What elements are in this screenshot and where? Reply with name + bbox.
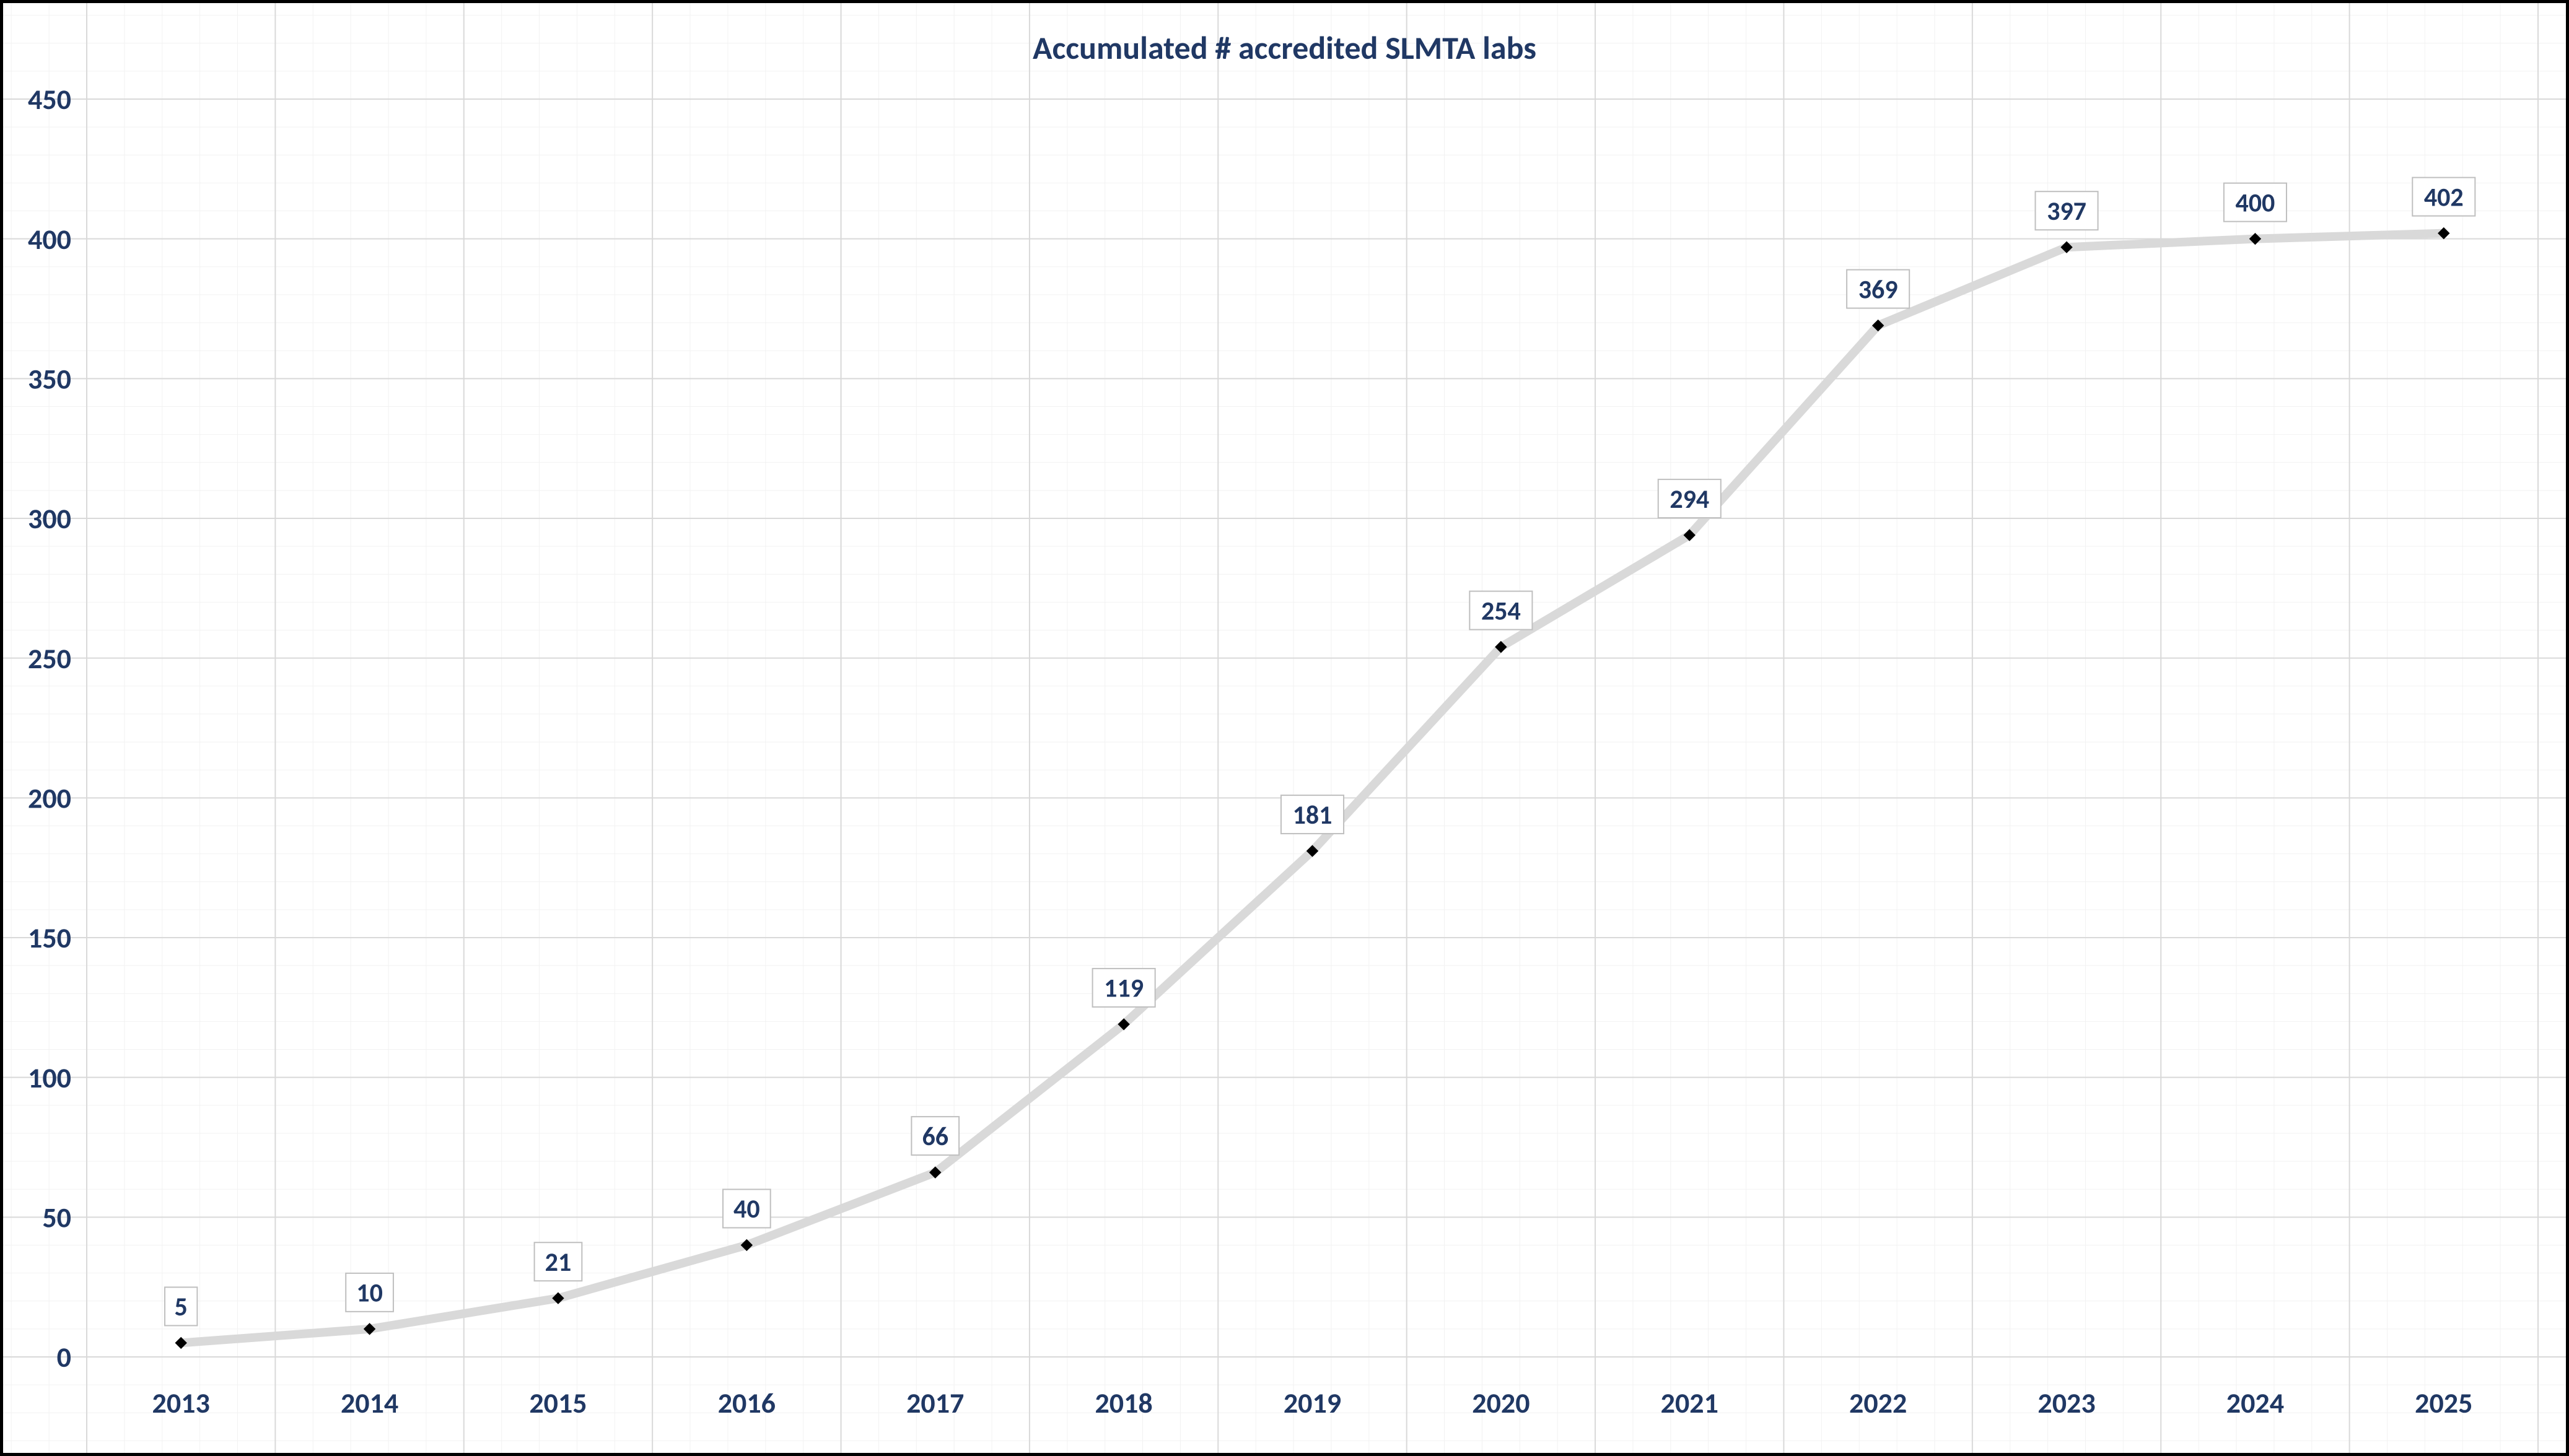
x-tick-label: 2025 (2415, 1386, 2472, 1421)
data-label: 10 (356, 1278, 383, 1309)
x-tick-label: 2022 (1849, 1386, 1907, 1421)
y-tick-label: 250 (28, 642, 71, 676)
chart-svg: Accumulated # accredited SLMTA labs 0 50 10… (0, 0, 2569, 1456)
data-label: 66 (922, 1121, 948, 1153)
x-tick-label: 2015 (529, 1386, 587, 1421)
x-tick-label: 2013 (152, 1386, 210, 1421)
data-label: 294 (1670, 484, 1709, 515)
y-tick-label: 350 (28, 362, 71, 396)
y-tick-label: 200 (28, 781, 71, 816)
y-tick-label: 300 (28, 502, 71, 536)
x-tick-label: 2016 (718, 1386, 776, 1421)
x-tick-label: 2024 (2226, 1386, 2284, 1421)
data-label: 40 (733, 1193, 760, 1225)
x-tick-label: 2023 (2037, 1386, 2095, 1421)
data-label: 181 (1293, 800, 1333, 831)
x-tick-label: 2020 (1472, 1386, 1530, 1421)
y-tick-label: 100 (28, 1061, 71, 1096)
data-label: 119 (1104, 973, 1144, 1005)
x-tick-label: 2014 (341, 1386, 398, 1421)
chart-title: Accumulated # accredited SLMTA labs (1033, 28, 1536, 68)
x-tick-label: 2019 (1284, 1386, 1341, 1421)
x-tick-label: 2018 (1095, 1386, 1152, 1421)
data-label: 5 (175, 1291, 188, 1323)
y-tick-label: 0 (57, 1340, 71, 1375)
data-label: 21 (545, 1247, 572, 1278)
y-tick-label: 50 (42, 1200, 71, 1235)
data-label: 400 (2235, 187, 2275, 219)
data-label: 369 (1858, 274, 1898, 305)
data-label: 402 (2424, 181, 2464, 213)
x-tick-label: 2017 (906, 1386, 964, 1421)
x-tick-label: 2021 (1661, 1386, 1718, 1421)
y-tick-label: 450 (28, 82, 71, 117)
line-chart: Accumulated # accredited SLMTA labs 0 50 10… (0, 0, 2569, 1456)
data-label: 397 (2047, 196, 2086, 227)
data-label: 254 (1481, 595, 1521, 627)
y-tick-label: 400 (28, 222, 71, 257)
y-tick-label: 150 (28, 921, 71, 956)
